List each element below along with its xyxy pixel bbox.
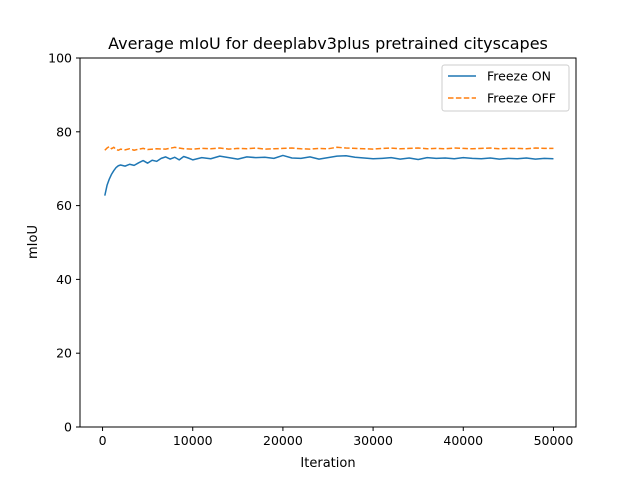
series-line-freeze-on (104, 154, 554, 196)
plot-area (104, 145, 554, 196)
y-tick-label: 60 (56, 198, 72, 213)
legend: Freeze ON Freeze OFF (441, 64, 570, 112)
x-tick-label: 10000 (173, 433, 213, 448)
x-tick-label: 0 (99, 433, 107, 448)
legend-label: Freeze OFF (487, 91, 556, 106)
y-axis-label: mIoU (26, 225, 41, 259)
y-tick-label: 20 (56, 346, 72, 361)
x-tick-label: 30000 (353, 433, 393, 448)
y-tick-label: 40 (56, 272, 72, 287)
y-tick-label: 80 (56, 124, 72, 139)
x-tick-label: 40000 (443, 433, 483, 448)
series-line-freeze-off (104, 145, 554, 151)
x-axis-label: Iteration (300, 456, 355, 471)
legend-label: Freeze ON (487, 69, 551, 84)
plot-frame (79, 57, 577, 428)
x-tick-label: 20000 (263, 433, 303, 448)
x-tick-label: 50000 (534, 433, 574, 448)
y-tick-label: 0 (64, 420, 72, 435)
chart-title: Average mIoU for deeplabv3plus pretraine… (108, 34, 548, 53)
axis-ticks: 0 10000 20000 30000 40000 50000 0 20 40 60 80 100 (48, 51, 573, 449)
y-tick-label: 100 (48, 51, 72, 66)
